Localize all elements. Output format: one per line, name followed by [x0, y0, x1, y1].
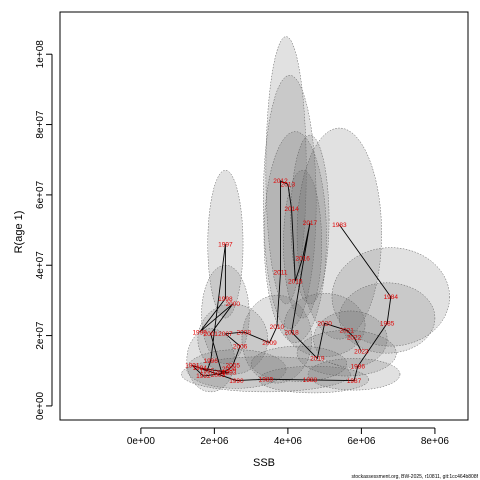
year-label-2012: 2012: [273, 178, 288, 185]
year-label-1997: 1997: [218, 241, 233, 248]
y-tick-label: 6e+07: [35, 180, 46, 209]
confidence-ellipses: [181, 36, 450, 394]
year-label-2011: 2011: [274, 269, 288, 276]
year-label-2008: 2008: [237, 329, 252, 336]
year-label-2021: 2021: [339, 328, 354, 335]
x-tick-label: 8e+06: [421, 436, 450, 447]
year-label-2018: 2018: [284, 329, 299, 336]
year-label-2020: 2020: [317, 320, 332, 327]
x-tick-label: 2e+06: [200, 436, 229, 447]
y-axis: 0e+00 2e+07 4e+07 6e+07 8e+07 1e+08: [35, 40, 53, 420]
year-label-2013: 2013: [281, 182, 296, 189]
year-label-2006: 2006: [233, 343, 248, 350]
x-tick-label: 6e+06: [347, 436, 376, 447]
y-tick-label: 8e+07: [35, 110, 46, 139]
year-label-1993: 1993: [222, 370, 237, 377]
x-axis-title: SSB: [253, 457, 275, 469]
year-label-1985: 1985: [380, 320, 395, 327]
year-label-1992: 1992: [196, 373, 211, 380]
x-tick-label: 4e+06: [274, 436, 303, 447]
year-label-2007: 2007: [218, 331, 233, 338]
year-label-1990: 1990: [229, 378, 244, 385]
confidence-ellipse-21: [250, 345, 347, 382]
y-tick-label: 1e+08: [35, 40, 46, 69]
y-tick-label: 4e+07: [35, 251, 46, 280]
confidence-ellipse-15: [339, 282, 436, 354]
confidence-ellipse-13: [296, 127, 382, 340]
year-label-2015: 2015: [288, 278, 303, 285]
year-label-2022: 2022: [347, 335, 362, 342]
confidence-ellipse-6: [181, 356, 351, 393]
year-label-2010: 2010: [270, 324, 285, 331]
year-label-2002: 2002: [214, 370, 229, 377]
trajectory-polyline: [192, 180, 392, 382]
footer-note: stockassessment.org, BW-2025, r10811, gi…: [351, 474, 478, 480]
y-axis-title: R(age 1): [13, 211, 25, 254]
year-label-2023: 2023: [354, 349, 369, 356]
year-label-1988: 1988: [303, 377, 318, 384]
year-label-1989: 1989: [259, 376, 274, 383]
confidence-ellipse-8: [265, 36, 307, 305]
year-label-2001: 2001: [203, 331, 218, 338]
year-label-1984: 1984: [384, 294, 399, 301]
confidence-ellipse-18: [296, 330, 397, 377]
year-label-1995: 1995: [200, 368, 215, 375]
year-label-2009: 2009: [262, 340, 277, 347]
confidence-ellipse-17: [313, 310, 388, 368]
year-label-2017: 2017: [303, 220, 318, 227]
confidence-ellipse-11: [283, 170, 322, 319]
y-tick-label: 0e+00: [35, 391, 46, 420]
year-label-1996: 1996: [203, 358, 218, 365]
year-label-1994: 1994: [192, 365, 207, 372]
year-label-2004: 2004: [222, 366, 237, 373]
confidence-ellipse-19: [307, 358, 401, 391]
year-label-2016: 2016: [295, 255, 310, 262]
year-labels: 1983 1984 1985 1986 1987 1988 1989 1990 1991 1992…: [185, 178, 398, 385]
x-axis: 0e+00 2e+06 4e+06 6e+06 8e+06: [127, 427, 450, 447]
trajectory-line: [192, 180, 392, 382]
year-label-1983: 1983: [332, 222, 347, 229]
x-tick-label: 0e+00: [127, 436, 156, 447]
year-label-1991: 1991: [185, 363, 200, 370]
year-label-1999: 1999: [192, 329, 207, 336]
y-tick-label: 2e+07: [35, 321, 46, 350]
plot-frame: [59, 11, 469, 421]
year-label-2005: 2005: [226, 363, 241, 370]
year-label-1987: 1987: [347, 378, 362, 385]
year-label-1998: 1998: [218, 296, 233, 303]
year-label-1986: 1986: [350, 364, 365, 371]
year-label-2019: 2019: [310, 356, 325, 363]
year-label-2000: 2000: [226, 301, 241, 308]
year-label-2003: 2003: [211, 372, 226, 379]
confidence-ellipse-12: [290, 134, 330, 305]
year-label-2014: 2014: [284, 206, 299, 213]
